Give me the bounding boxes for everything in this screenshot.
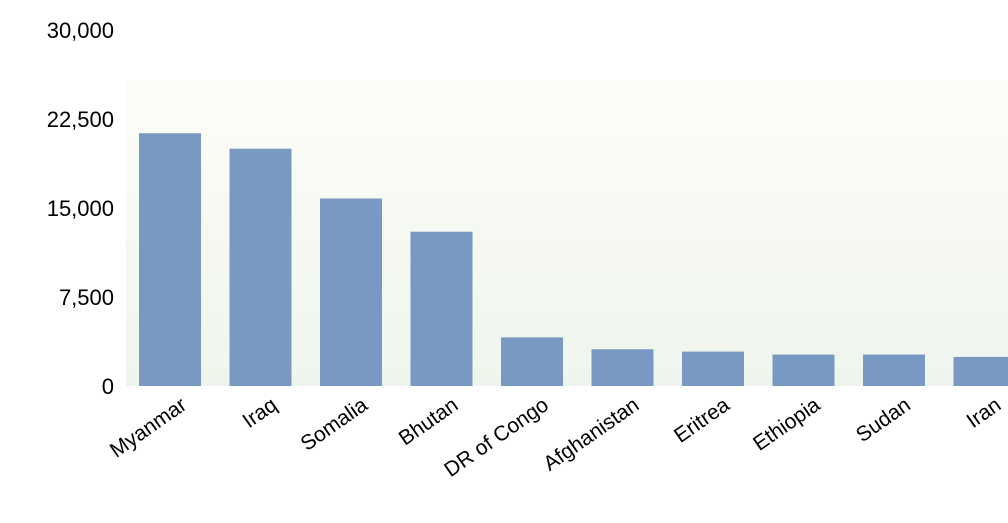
bar-iran xyxy=(953,356,1008,386)
bar-afghanistan xyxy=(591,349,654,386)
bar-dr-of-congo xyxy=(501,337,563,386)
y-tick-label: 30,000 xyxy=(47,18,114,43)
y-tick-label: 0 xyxy=(102,374,114,399)
x-tick-label: Afghanistan xyxy=(539,393,643,475)
bar-eritrea xyxy=(682,351,744,386)
bar-bhutan xyxy=(410,231,473,386)
x-tick-label: Somalia xyxy=(297,393,373,456)
bar-sudan xyxy=(863,354,925,386)
x-tick-label: Sudan xyxy=(852,393,915,447)
x-tick-label: Iran xyxy=(963,393,1006,433)
y-tick-label: 22,500 xyxy=(47,107,114,132)
bar-myanmar xyxy=(139,133,201,386)
y-tick-label: 15,000 xyxy=(47,196,114,221)
bar-somalia xyxy=(320,198,382,386)
bar-iraq xyxy=(229,148,292,386)
x-tick-label: Myanmar xyxy=(106,393,191,462)
x-tick-label: Iraq xyxy=(239,393,282,433)
x-tick-label: Bhutan xyxy=(395,393,463,450)
y-tick-label: 7,500 xyxy=(59,285,114,310)
bar-ethiopia xyxy=(772,354,835,386)
bars xyxy=(139,133,1008,386)
x-tick-label: Ethiopia xyxy=(749,393,825,456)
x-tick-label: Eritrea xyxy=(670,393,734,448)
y-axis-ticks: 0 7,500 15,000 22,500 30,000 xyxy=(47,18,114,399)
